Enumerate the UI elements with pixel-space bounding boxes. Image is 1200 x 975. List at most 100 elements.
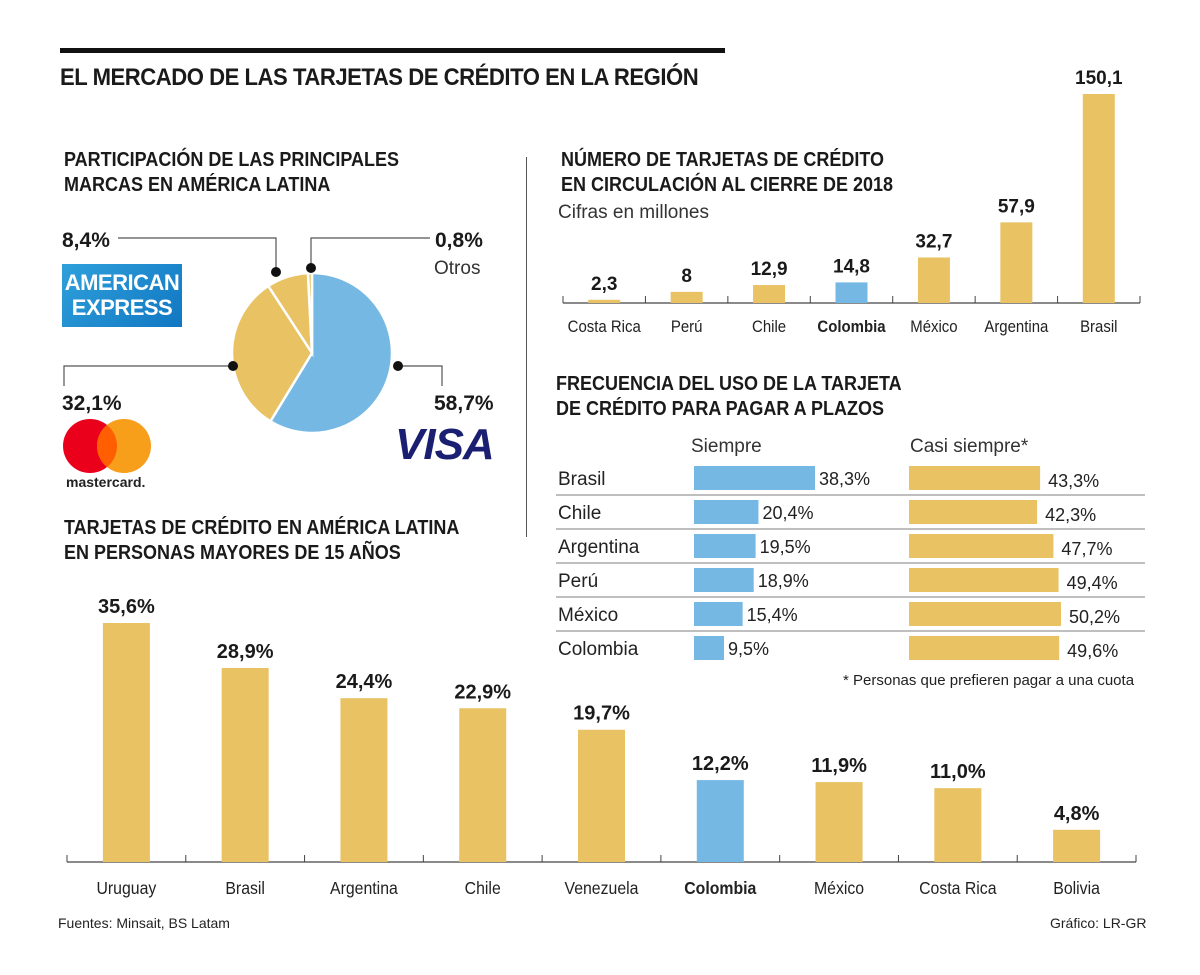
title-rule — [60, 48, 725, 53]
penetration-value-label: 19,7% — [573, 703, 630, 725]
frequency-value-siempre: 19,5% — [760, 537, 811, 557]
pie-title-line2: MARCAS EN AMÉRICA LATINA — [64, 174, 331, 196]
penetration-category-label: México — [814, 878, 864, 898]
legend-siempre: Siempre — [691, 436, 762, 457]
circulation-category-label: Colombia — [817, 318, 885, 336]
visa-pct-label: 58,7% — [434, 392, 494, 415]
mastercard-circles-icon — [63, 419, 151, 473]
penetration-bar — [459, 708, 507, 862]
section-divider — [526, 157, 527, 537]
frequency-bar-siempre — [694, 534, 756, 558]
frequency-title: FRECUENCIA DEL USO DE LA TARJETA DE CRÉD… — [556, 372, 902, 422]
circulation-bar — [1000, 222, 1033, 303]
penetration-value-label: 12,2% — [692, 753, 749, 775]
circulation-value-label: 57,9 — [998, 196, 1035, 217]
frequency-value-siempre: 20,4% — [762, 503, 813, 523]
circulation-category-label: Argentina — [984, 318, 1048, 336]
pie-slice-visa — [268, 271, 394, 435]
sources-note: Fuentes: Minsait, BS Latam — [58, 915, 230, 931]
circulation-value-label: 14,8 — [833, 256, 870, 277]
penetration-bar — [1053, 829, 1101, 862]
penetration-category-label: Venezuela — [565, 878, 639, 898]
amex-logo: AMERICAN EXPRESS — [62, 264, 182, 327]
frequency-row-label: Colombia — [558, 639, 639, 660]
frequency-value-casi-siempre: 42,3% — [1045, 505, 1096, 525]
circulation-title-line2: EN CIRCULACIÓN AL CIERRE DE 2018 — [561, 174, 894, 196]
frequency-value-casi-siempre: 50,2% — [1069, 607, 1120, 627]
amex-pct-label: 8,4% — [62, 229, 110, 252]
frequency-title-line1: FRECUENCIA DEL USO DE LA TARJETA — [556, 373, 902, 395]
page-title: EL MERCADO DE LAS TARJETAS DE CRÉDITO EN… — [60, 64, 699, 91]
circulation-bar — [753, 285, 786, 303]
frequency-value-casi-siempre: 49,4% — [1067, 573, 1118, 593]
circulation-bar — [670, 291, 703, 303]
frequency-row-label: México — [558, 605, 618, 626]
leader-dot-otros — [306, 263, 316, 273]
penetration-bar — [578, 729, 625, 862]
frequency-value-casi-siempre: 49,6% — [1067, 641, 1118, 661]
circulation-bar — [917, 257, 950, 303]
circulation-category-label: Brasil — [1080, 318, 1117, 336]
penetration-category-label: Uruguay — [96, 878, 156, 898]
amex-logo-line2: EXPRESS — [71, 295, 173, 320]
circulation-value-label: 32,7 — [915, 231, 952, 252]
frequency-value-siempre: 38,3% — [819, 469, 870, 489]
circulation-category-label: Costa Rica — [568, 318, 641, 336]
otros-pct-label: 0,8% — [435, 229, 483, 252]
frequency-row-label: Brasil — [558, 469, 606, 490]
circulation-title-line1: NÚMERO DE TARJETAS DE CRÉDITO — [561, 149, 885, 171]
leader-line-visa — [398, 365, 443, 386]
penetration-value-label: 28,9% — [217, 641, 274, 663]
circulation-value-label: 12,9 — [751, 259, 788, 280]
penetration-category-label: Costa Rica — [919, 878, 997, 898]
frequency-value-casi-siempre: 43,3% — [1048, 471, 1099, 491]
frequency-value-casi-siempre: 47,7% — [1061, 539, 1112, 559]
graphic-credit: Gráfico: LR-GR — [1050, 915, 1147, 931]
legend-casi-siempre: Casi siempre* — [910, 436, 1029, 457]
frequency-bar-casi-siempre — [909, 602, 1061, 626]
leader-line-amex — [118, 237, 277, 272]
leader-dot-visa — [393, 361, 403, 371]
pie-title-line1: PARTICIPACIÓN DE LAS PRINCIPALES — [64, 149, 400, 171]
penetration-bar — [340, 698, 388, 862]
circulation-bar — [588, 299, 621, 303]
leader-dot-amex — [271, 267, 281, 277]
penetration-bar — [221, 667, 269, 862]
circulation-category-label: Chile — [752, 318, 786, 336]
penetration-bar — [696, 780, 744, 862]
frequency-row-label: Chile — [558, 503, 601, 524]
frequency-row-label: Argentina — [558, 537, 640, 558]
frequency-value-siempre: 9,5% — [728, 639, 769, 659]
frequency-value-siempre: 18,9% — [758, 571, 809, 591]
penetration-bar — [815, 782, 863, 862]
penetration-bar — [934, 788, 982, 862]
penetration-value-label: 11,9% — [811, 755, 867, 777]
circulation-value-label: 150,1 — [1075, 68, 1123, 89]
penetration-value-label: 35,6% — [98, 596, 155, 618]
penetration-title: TARJETAS DE CRÉDITO EN AMÉRICA LATINA EN… — [64, 516, 459, 566]
penetration-category-label: Colombia — [684, 878, 757, 898]
frequency-bar-casi-siempre — [909, 636, 1060, 660]
pie-slice-mastercard — [230, 284, 314, 424]
circulation-bar — [1082, 94, 1115, 303]
penetration-category-label: Chile — [465, 878, 501, 898]
pie-slice-otros — [306, 271, 314, 354]
penetration-value-label: 24,4% — [336, 671, 393, 693]
penetration-category-label: Bolivia — [1053, 878, 1100, 898]
frequency-bar-siempre — [694, 568, 754, 592]
penetration-bar — [102, 623, 150, 862]
penetration-category-label: Brasil — [225, 878, 265, 898]
penetration-value-label: 11,0% — [930, 761, 986, 783]
circulation-bar — [835, 282, 868, 303]
frequency-bar-siempre — [694, 636, 725, 660]
circulation-category-label: Perú — [671, 318, 703, 336]
penetration-category-label: Argentina — [330, 878, 398, 898]
circulation-category-label: México — [910, 318, 957, 336]
amex-logo-line1: AMERICAN — [64, 270, 180, 295]
penetration-title-line2: EN PERSONAS MAYORES DE 15 AÑOS — [64, 542, 401, 564]
penetration-value-label: 4,8% — [1054, 803, 1100, 825]
mastercard-logo — [61, 418, 153, 474]
